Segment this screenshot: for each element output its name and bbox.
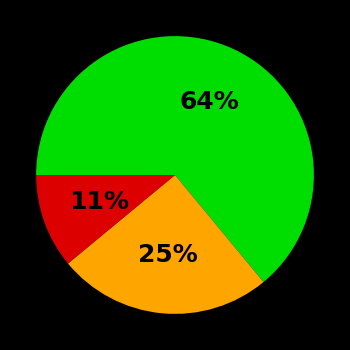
Wedge shape	[68, 175, 264, 314]
Wedge shape	[36, 36, 314, 282]
Wedge shape	[36, 175, 175, 264]
Text: 64%: 64%	[180, 90, 239, 114]
Text: 11%: 11%	[69, 190, 129, 214]
Text: 25%: 25%	[138, 243, 197, 267]
